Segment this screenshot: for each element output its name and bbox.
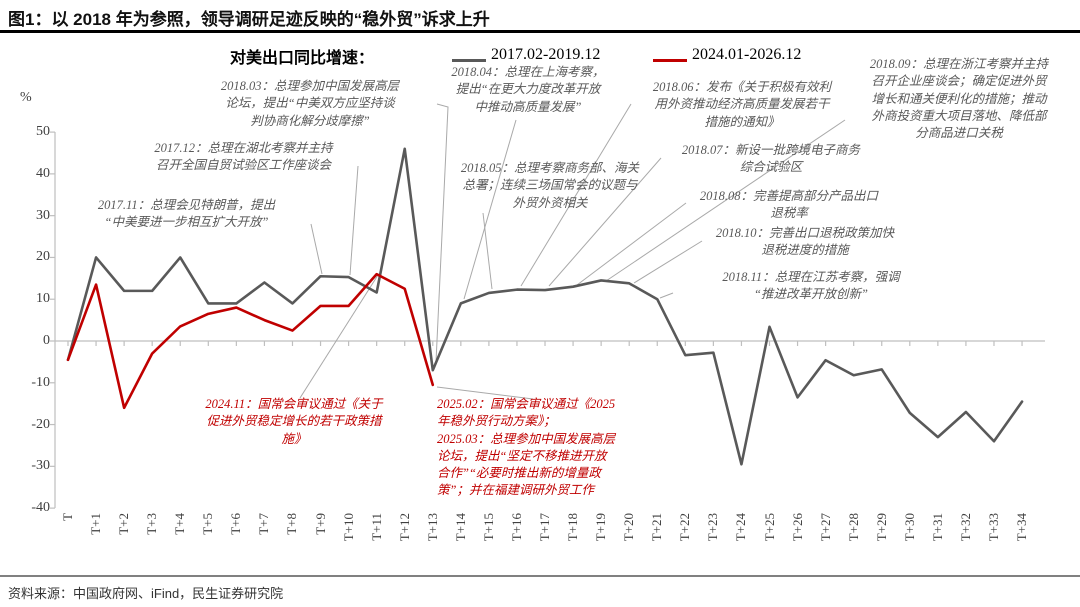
annotation-a2017_11: 2017.11：总理会见特朗普，提出 “中美要进一步相互扩大开放” [97, 198, 276, 230]
x-axis-tick-label: T+22 [677, 513, 693, 542]
x-axis-tick-label: T+31 [929, 513, 945, 542]
y-axis-tick-label: 0 [43, 333, 50, 348]
annotation-a2018_05: 2018.05：总理考察商务部、海关 总署；连续三场国常会的议题与 外贸外资相关 [460, 161, 640, 210]
leader-line-a2018_06 [520, 103, 632, 287]
annotation-a2018_06: 2018.06：发布《关于积极有效利 用外资推动经济高质量发展若干 措施的通知》 [652, 80, 832, 129]
legend-label-2024: 2024.01-2026.12 [692, 46, 802, 63]
annotation-a2018_10: 2018.10：完善出口退税政策加快 退税进度的措施 [715, 226, 895, 258]
y-axis-unit-label: % [20, 90, 32, 105]
y-axis-tick-label: 40 [36, 165, 50, 181]
x-axis-tick-label: T+18 [565, 513, 581, 542]
annotation-a2018_11: 2018.11：总理在江苏考察，强调 “推进改革开放创新” [722, 270, 900, 302]
x-axis-tick-label: T+32 [957, 513, 973, 542]
legend-line-swatch-2017 [452, 59, 486, 62]
legend-line-swatch-2024 [653, 59, 687, 62]
x-axis-tick-label: T+20 [621, 513, 637, 542]
x-axis-tick-label: T+8 [284, 513, 300, 535]
series-line-2024.01-2026.12 [66, 272, 435, 410]
annotation-a2018_04: 2018.04：总理在上海考察， 提出“在更大力度改革开放 中推动高质量发展” [451, 65, 605, 114]
x-axis-tick-label: T+26 [789, 513, 805, 542]
y-axis-tick-label: 10 [36, 291, 50, 307]
legend-label-2017: 2017.02-2019.12 [491, 46, 601, 63]
y-axis-tick-label: 50 [36, 124, 50, 140]
annotation-a2024_11: 2024.11：国常会审议通过《关于 促进外贸稳定增长的若干政策措 施》 [205, 397, 383, 446]
x-axis-tick-label: T+4 [172, 513, 188, 535]
footer-divider [0, 575, 1080, 577]
y-axis-tick-label: -30 [31, 458, 50, 474]
x-axis-tick-label: T+19 [593, 513, 609, 542]
annotation-a2025_02: 2025.02：国常会审议通过《2025 年稳外贸行动方案》； 2025.03：… [437, 397, 616, 498]
leader-line-a2018_10 [633, 240, 703, 284]
leader-line-a2018_08 [576, 202, 687, 286]
y-axis-tick-label: -40 [31, 500, 50, 516]
x-axis-tick-label: T+24 [733, 513, 749, 542]
leader-line-a2018_11 [659, 292, 674, 299]
x-axis-tick-label: T+34 [1014, 513, 1030, 542]
leader-line-a2018_04 [463, 119, 517, 300]
legend-heading: 对美出口同比增速： [230, 50, 375, 67]
x-axis-tick-label: T+13 [424, 513, 440, 542]
leader-line-a2018_05 [482, 212, 493, 290]
x-axis-tick-label: T+21 [649, 513, 665, 542]
x-axis-tick-label: T+3 [144, 513, 160, 535]
y-axis-tick-label: -20 [31, 416, 50, 432]
x-axis-tick-label: T+10 [340, 513, 356, 542]
leader-line-a2025_02 [436, 386, 534, 400]
x-axis-tick-label: T+17 [537, 513, 553, 542]
x-axis-tick-label: T+14 [452, 513, 468, 542]
leader-line-a2018_09 [605, 119, 846, 282]
x-axis-tick-label: T+15 [480, 513, 496, 542]
y-axis-tick-label: 20 [36, 249, 50, 265]
annotation-a2018_09: 2018.09：总理在浙江考察并主持 召开企业座谈会；确定促进外贸 增长和通关便… [869, 57, 1049, 140]
annotation-a2018_07: 2018.07：新设一批跨境电子商务 综合试验区 [681, 143, 861, 175]
x-axis-tick-label: T+23 [705, 513, 721, 542]
leader-line-a2024_11 [299, 274, 379, 399]
x-axis-tick-label: T+11 [368, 513, 384, 541]
leader-line-a2018_03 [435, 103, 449, 363]
x-axis-tick-label: T [60, 513, 75, 521]
source-note: 资料来源：中国政府网、iFind，民生证券研究院 [8, 586, 284, 601]
x-axis-tick-label: T+1 [88, 513, 104, 535]
title-underline [0, 30, 1080, 33]
series-line-2017.02-2019.12 [66, 147, 1024, 466]
leader-line-a2018_07 [548, 157, 662, 287]
x-axis-tick-label: T+25 [761, 513, 777, 542]
x-axis-tick-label: T+27 [817, 513, 833, 542]
x-axis-tick-label: T+30 [901, 513, 917, 542]
x-axis-tick-label: T+9 [312, 513, 328, 535]
x-axis-tick-label: T+5 [200, 513, 216, 535]
y-axis-tick-label: 30 [36, 207, 50, 223]
x-axis-tick-label: T+33 [985, 513, 1001, 542]
annotation-a2018_08: 2018.08：完善提高部分产品出口 退税率 [699, 189, 879, 221]
annotation-a2017_12: 2017.12：总理在湖北考察并主持 召开全国自贸试验区工作座谈会 [154, 141, 333, 173]
y-axis-tick-label: -10 [31, 374, 50, 390]
x-axis-tick-label: T+28 [845, 513, 861, 542]
x-axis-tick-label: T+7 [256, 513, 272, 535]
annotation-a2018_03: 2018.03：总理参加中国发展高层 论坛，提出“中美双方应坚持谈 判协商化解分… [220, 79, 400, 128]
leader-line-a2017_12 [349, 165, 359, 276]
x-axis-tick-label: T+2 [116, 513, 132, 535]
leader-line-a2017_11 [310, 223, 323, 275]
figure-title: 图1：以 2018 年为参照，领导调研足迹反映的“稳外贸”诉求上升 [8, 10, 490, 29]
x-axis-tick-label: T+29 [873, 513, 889, 542]
x-axis-tick-label: T+12 [396, 513, 412, 542]
x-axis-tick-label: T+16 [508, 513, 524, 542]
x-axis-tick-label: T+6 [228, 513, 244, 535]
